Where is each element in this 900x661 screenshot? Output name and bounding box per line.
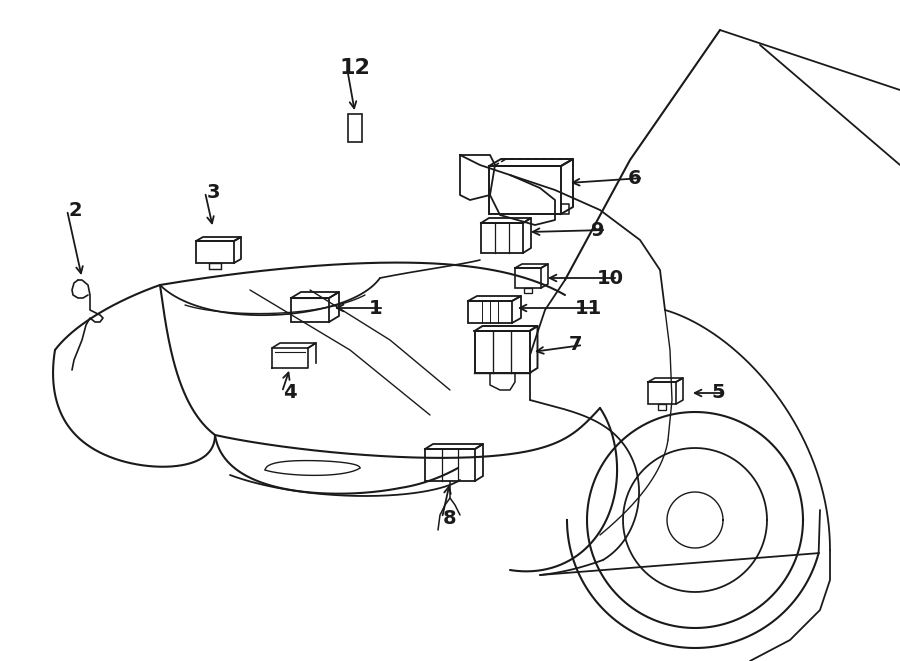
Text: 11: 11 xyxy=(574,299,601,317)
Text: 2: 2 xyxy=(68,200,82,219)
Text: 10: 10 xyxy=(597,268,624,288)
Text: 5: 5 xyxy=(711,383,724,403)
Text: 3: 3 xyxy=(206,182,220,202)
Text: 8: 8 xyxy=(443,508,457,527)
Text: 6: 6 xyxy=(628,169,642,188)
Text: 1: 1 xyxy=(369,299,382,317)
Text: 7: 7 xyxy=(568,336,581,354)
Text: 9: 9 xyxy=(591,221,605,239)
Text: 12: 12 xyxy=(339,58,371,78)
Text: 4: 4 xyxy=(284,383,297,401)
